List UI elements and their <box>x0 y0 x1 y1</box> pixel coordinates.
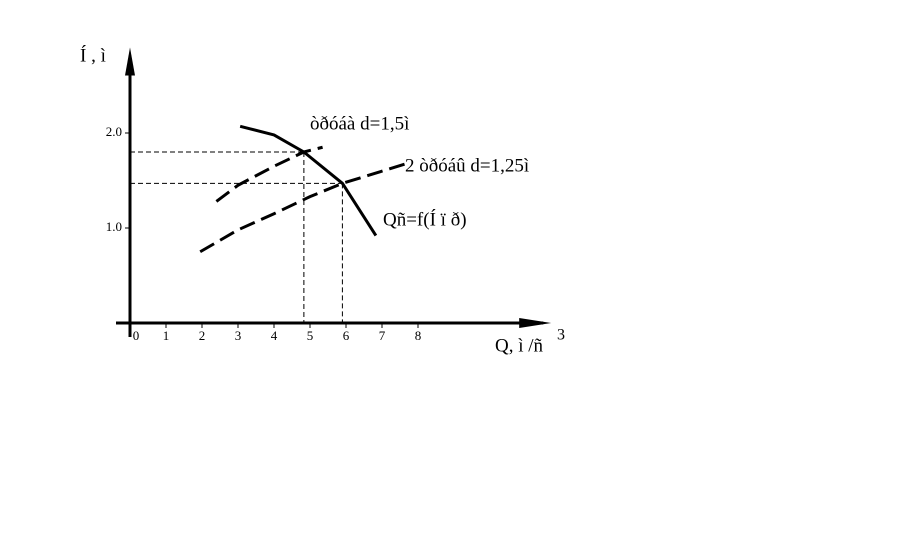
series-line <box>239 124 378 237</box>
x-tick-label: 8 <box>415 328 422 343</box>
x-tick-label: 7 <box>379 328 386 343</box>
series-line <box>215 145 323 203</box>
series-label: 2 òðóáû d=1,25ì <box>405 155 529 176</box>
x-tick-label: 3 <box>235 328 242 343</box>
x-axis-label: Q, ì /ñ <box>495 335 544 356</box>
y-axis-arrow <box>125 47 135 76</box>
y-axis-label: Í , ì <box>80 44 106 66</box>
x-axis-arrow <box>519 318 552 328</box>
x-tick-label: 2 <box>199 328 206 343</box>
y-tick-label: 2.0 <box>106 124 122 139</box>
y-tick-label: 1.0 <box>106 219 122 234</box>
x-tick-label: 4 <box>271 328 278 343</box>
series-label: Qñ=f(Í ï ð) <box>383 208 467 230</box>
series-label: òðóáà d=1,5ì <box>310 113 409 134</box>
series-line <box>199 161 408 254</box>
x-axis-label-sup: 3 <box>557 327 565 344</box>
x-tick-label: 5 <box>307 328 314 343</box>
x-tick-label: 1 <box>163 328 170 343</box>
x-tick-label: 0 <box>133 328 140 343</box>
x-tick-label: 6 <box>343 328 350 343</box>
